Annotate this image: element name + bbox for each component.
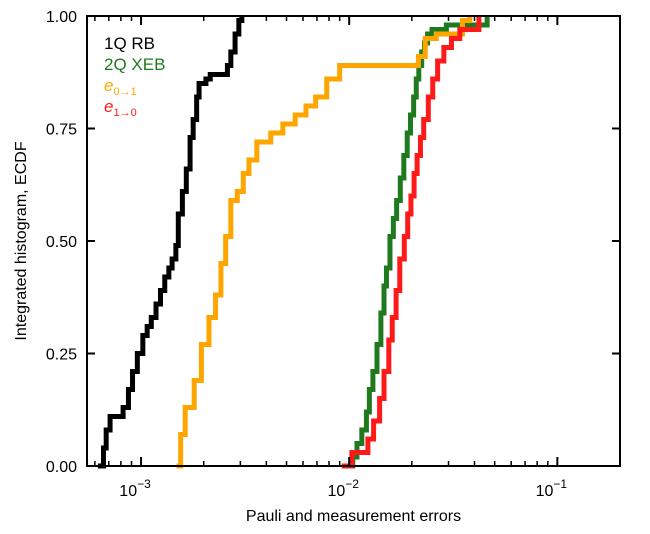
legend-entry-3: e1→0 xyxy=(104,97,137,119)
y-tick-label-1: 0.25 xyxy=(46,347,77,364)
series-line-1 xyxy=(347,16,490,469)
series-line-3 xyxy=(341,16,482,469)
series-line-2 xyxy=(176,16,473,469)
series-line-0 xyxy=(97,16,245,469)
legend-entry-base-3: e xyxy=(104,97,113,116)
plot-frame xyxy=(86,15,621,467)
x-tick-exp-0: −3 xyxy=(137,477,151,491)
y-tick-label-3: 0.75 xyxy=(46,122,77,139)
x-tick-base-0: 10 xyxy=(119,483,137,500)
legend-entry-sub-3: 1→0 xyxy=(113,107,136,119)
legend-entry-1: 2Q XEB xyxy=(104,55,165,74)
y-tick-label-0: 0.00 xyxy=(46,459,77,476)
y-tick-label-4: 1.00 xyxy=(46,9,77,26)
x-tick-base-1: 10 xyxy=(327,483,345,500)
x-tick-label-0: 10−3 xyxy=(119,477,151,500)
x-axis-title: Pauli and measurement errors xyxy=(246,508,461,525)
x-tick-label-1: 10−2 xyxy=(327,477,359,500)
legend-entry-sub-2: 0→1 xyxy=(113,86,136,98)
legend-entry-0: 1Q RB xyxy=(104,34,155,53)
legend-entry-2: e0→1 xyxy=(104,76,137,98)
x-tick-base-2: 10 xyxy=(536,483,554,500)
y-tick-label-2: 0.50 xyxy=(46,234,77,251)
y-axis-title: Integrated histogram, ECDF xyxy=(13,141,30,340)
legend-entry-base-2: e xyxy=(104,76,113,95)
x-tick-label-2: 10−1 xyxy=(536,477,568,500)
x-tick-exp-1: −2 xyxy=(345,477,359,491)
x-tick-exp-2: −1 xyxy=(553,477,567,491)
series-group xyxy=(97,16,490,469)
